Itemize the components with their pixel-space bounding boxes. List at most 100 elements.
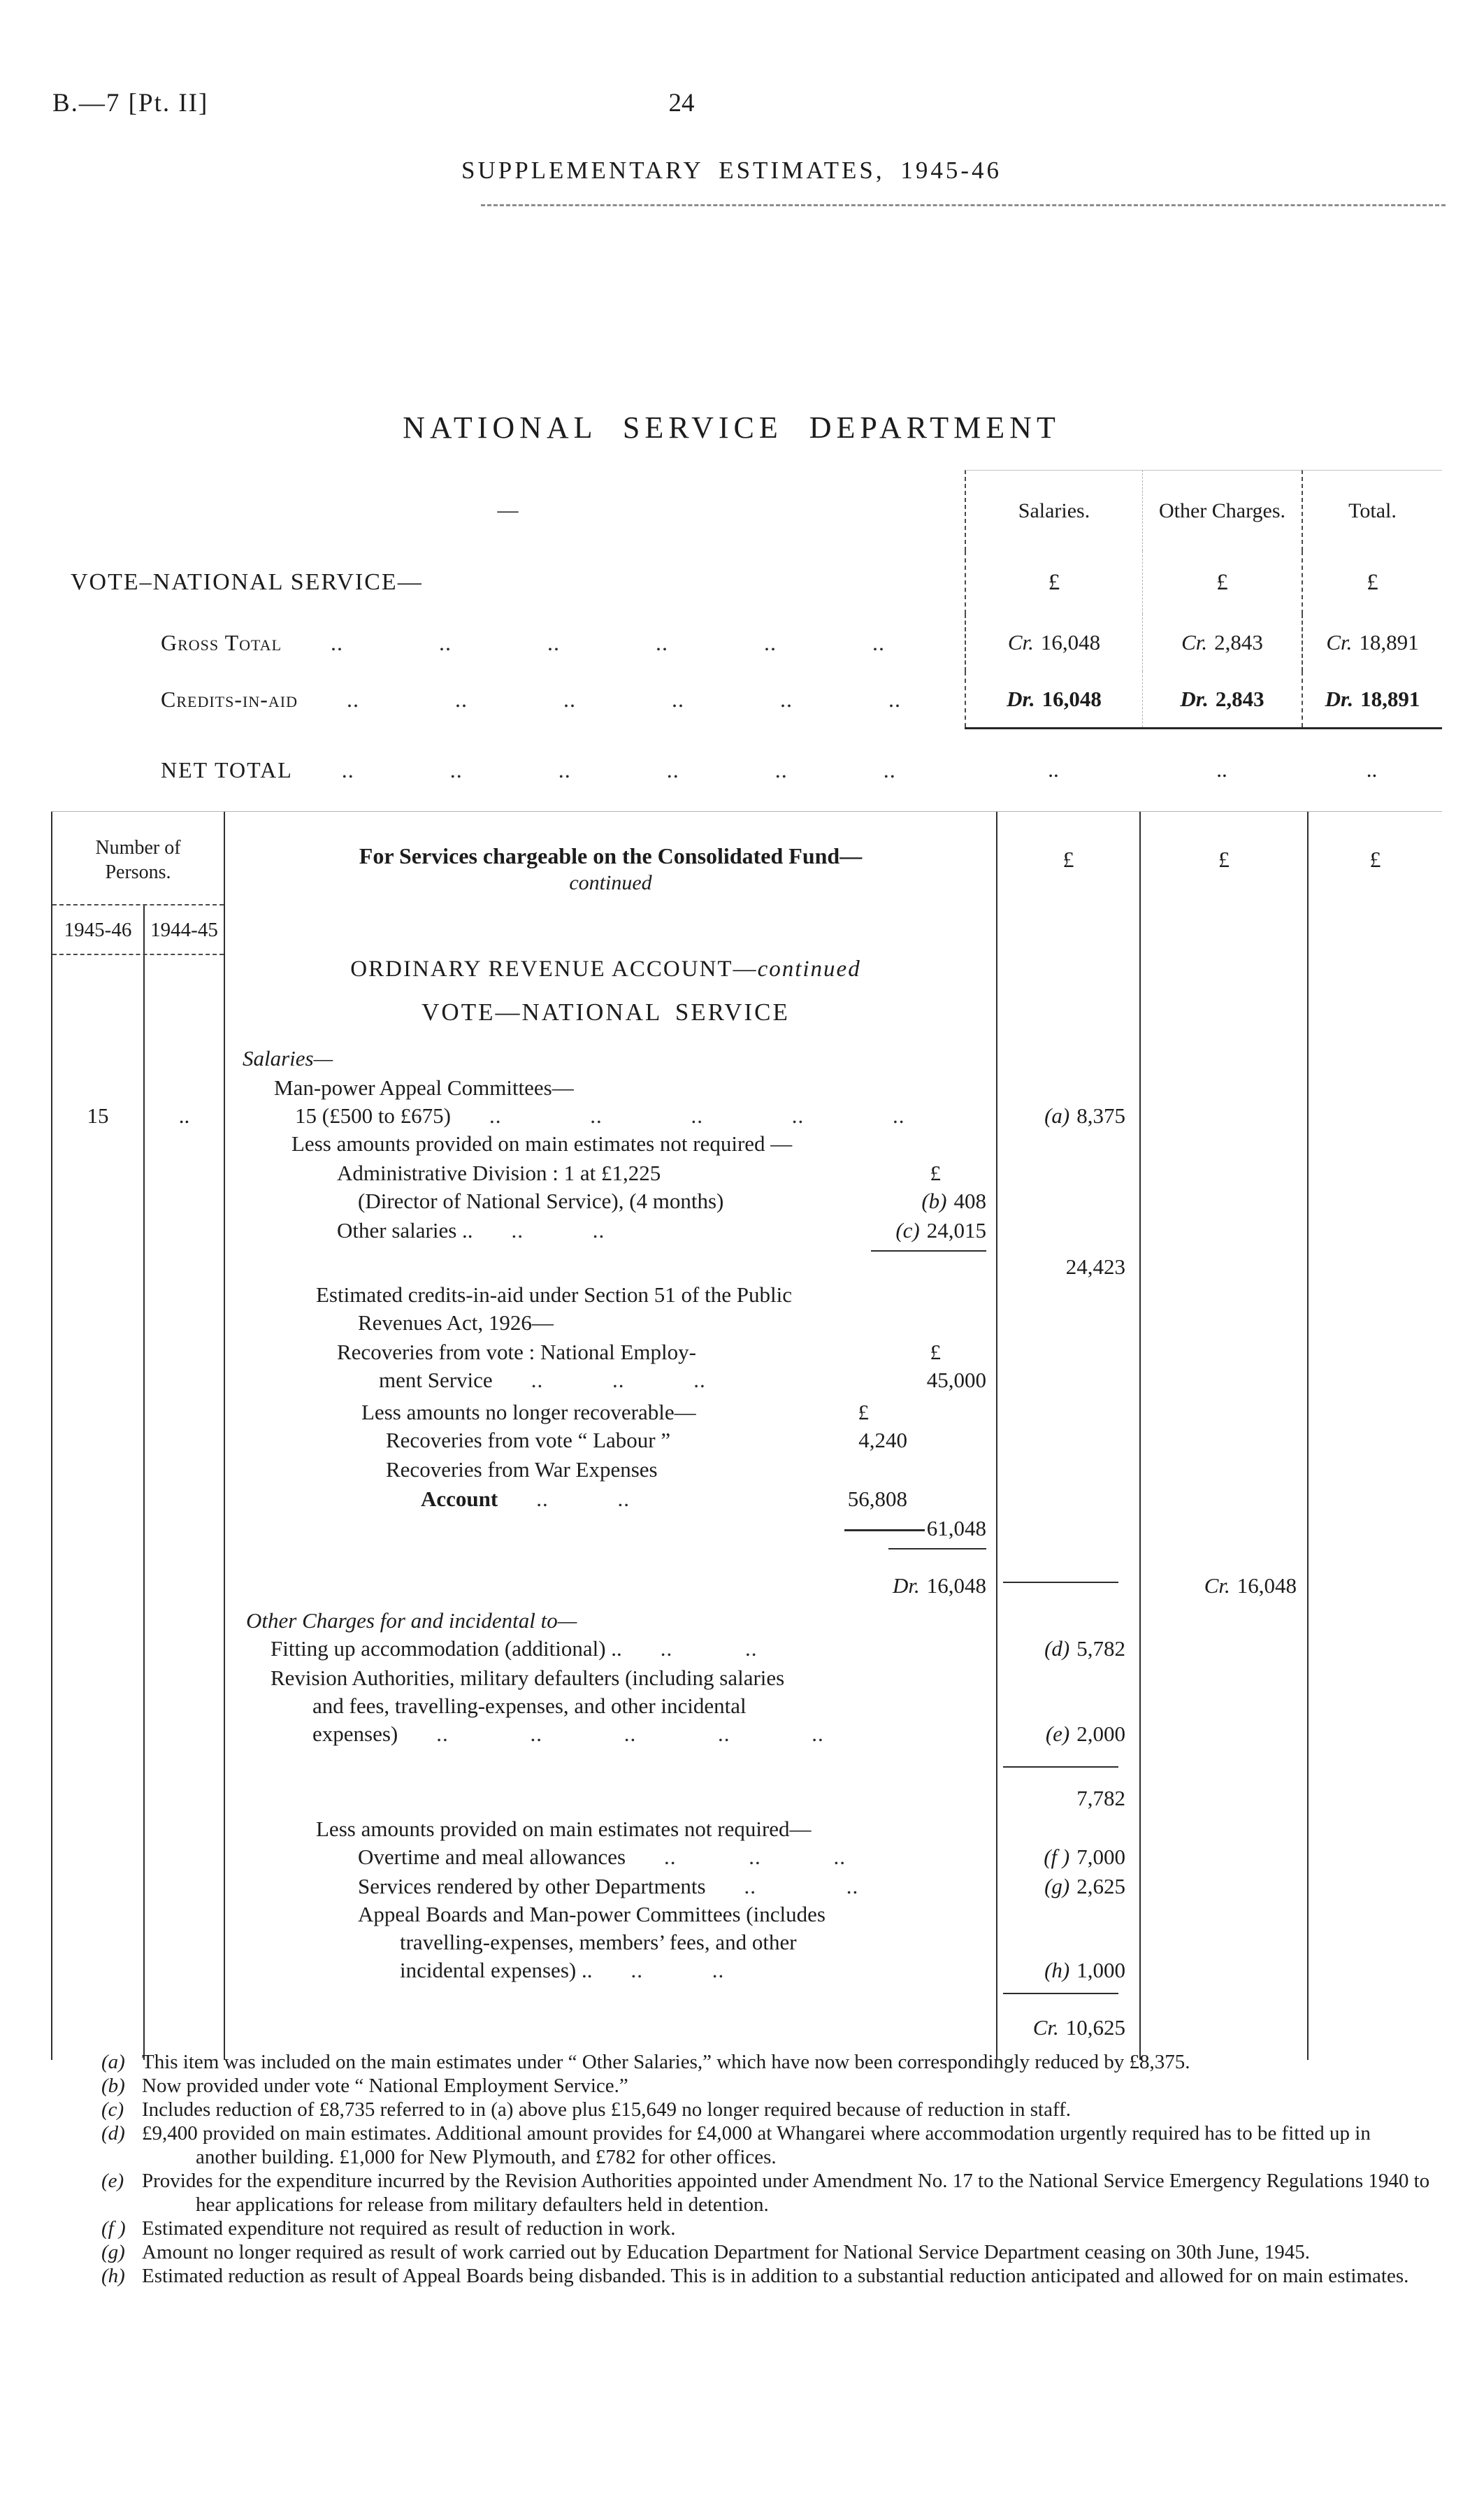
credits-in-aid-label: Credits-in-aid [161,687,298,712]
ref-g: (g) [1044,1874,1070,1898]
other-salaries-label: Other salaries .. [337,1218,473,1243]
other-subtotal-value: 7,782 [996,1780,1139,1812]
ref-a: (a) [1044,1103,1070,1128]
footnote-text: Now provided under vote “ National Emplo… [142,2075,628,2097]
document-reference: B.—7 [Pt. II] [52,89,209,117]
dot-leaders: .. .. .. [531,1368,706,1392]
war-expenses-label: Recoveries from War Expenses [386,1457,658,1482]
subtotal-rule [1003,1766,1118,1768]
gross-other-value: Cr. 2,843 [1142,614,1302,671]
currency-col2: £ [1139,812,1307,955]
appeal-line2: travelling-expenses, members’ fees, and … [400,1930,797,1954]
less-amounts-label: Less amounts provided on main estimates … [291,1131,793,1156]
persons-1945-value: 15 [51,1102,143,1130]
vote-national-service-heading: VOTE—NATIONAL SERVICE [421,998,790,1026]
services-chargeable-header: For Services chargeable on the Consolida… [359,843,863,868]
cr-prefix: Cr. [1326,630,1353,654]
salaries-subtotal-row: 24,423 [51,1246,1442,1281]
dr-cr-row: Dr. 16,048 Cr. 16,048 [51,1563,1442,1600]
footnote-text: Amount no longer required as result of w… [142,2241,1311,2263]
currency-col1: £ [996,812,1139,955]
title-rule [481,204,1446,206]
dr-prefix: Dr. [1325,687,1354,711]
footnote-text: This item was included on the main estim… [142,2051,1190,2073]
dr-prefix: Dr. [892,1573,920,1598]
ref-h: (h) [1044,1958,1070,1982]
total-rule [1003,1993,1118,1994]
net-salaries-value: .. [1048,757,1059,782]
col1-rule-row [51,1748,1442,1780]
revision-row-2: and fees, travelling-expenses, and other… [51,1692,1442,1720]
amount: 45,000 [926,1368,986,1392]
dot-leaders: .. .. [744,1874,859,1898]
services-header-continued: continued [569,871,652,894]
dr-prefix: Dr. [1007,687,1035,711]
persons-1944-value: .. [143,1102,224,1130]
footnote-f: (f ) Estimated expenditure not required a… [101,2217,1433,2240]
page-number: 24 [668,89,695,117]
revision-row-3: expenses) .. .. .. .. .. (e) 2,000 [51,1720,1442,1748]
net-other-value: .. [1216,757,1227,782]
less-amounts-row-2: Less amounts provided on main estimates … [51,1812,1442,1843]
footnote-g: (g) Amount no longer required as result o… [101,2240,1433,2264]
dot-leaders: .. .. .. .. .. .. [341,757,896,782]
currency-total: £ [1302,551,1442,614]
cr-prefix: Cr. [1007,630,1034,654]
less-amounts-label-2: Less amounts provided on main estimates … [316,1817,812,1841]
ref-e: (e) [1045,1721,1070,1746]
revision-row-1: Revision Authorities, military defaulter… [51,1664,1442,1692]
less-recoverable-label: Less amounts no longer recoverable— [361,1400,696,1424]
appeal-row-3: incidental expenses) .. .. .. (h) 1,000 [51,1956,1442,1984]
year-1945-46: 1945-46 [52,905,145,954]
credits-total-value: Dr. 18,891 [1302,671,1442,727]
amount: 2,843 [1214,630,1263,654]
credits-salaries-value: Dr. 16,048 [965,671,1142,727]
inner-currency: £ [930,1340,942,1364]
dot-leaders: .. .. [511,1218,605,1243]
amount: 7,000 [1076,1845,1125,1869]
cr-prefix: Cr. [1204,1573,1230,1598]
footnote-e: (e) Provides for the expenditure incurred… [101,2169,1433,2217]
appeal-line1: Appeal Boards and Man-power Committees (… [358,1902,826,1926]
running-title: SUPPLEMENTARY ESTIMATES, 1945-46 [461,157,1002,184]
detail-table: Number of Persons. 1945-46 1944-45 For S… [51,811,1442,2060]
footnote-text: Provides for the expenditure incurred by… [142,2170,1430,2216]
revision-line3: expenses) [312,1721,398,1746]
currency-col3: £ [1307,812,1442,955]
summary-col-header-salaries: Salaries. [965,470,1142,551]
ref-b: (b) [921,1189,947,1213]
amount: 16,048 [926,1573,986,1598]
gross-salaries-value: Cr. 16,048 [965,614,1142,671]
amount: 56,808 [847,1487,907,1511]
less-amounts-row: Less amounts provided on main estimates … [51,1130,1442,1158]
dr-prefix: Dr. [1180,687,1209,711]
war-account-row: Account .. .. 56,808 [51,1485,1442,1515]
summary-table: — Salaries. Other Charges. Total. VOTE–N… [51,470,1442,799]
other-charges-heading: Other Charges for and incidental to— [246,1608,577,1633]
manpower-heading-row: Man-power Appeal Committees— [51,1074,1442,1102]
footnote-label: (b) [101,2075,125,2097]
amount: 2,625 [1076,1874,1125,1898]
dot-leaders: .. .. [660,1636,758,1661]
footnote-b: (b) Now provided under vote “ National Em… [101,2074,1433,2098]
credits-other-value: Dr. 2,843 [1142,671,1302,727]
currency-other-charges: £ [1142,551,1302,614]
account-label: Account [421,1487,498,1511]
labour-recoveries-row: Recoveries from vote “ Labour ” 4,240 [51,1426,1442,1456]
amount: 2,000 [1076,1721,1125,1746]
amount: 18,891 [1359,630,1419,654]
page-header: B.—7 [Pt. II] 24 [52,90,1311,124]
summary-rule-row [51,727,1442,729]
footnote-label: (d) [101,2122,125,2145]
summary-header-row: — Salaries. Other Charges. Total. [51,470,1442,551]
ref-d: (d) [1044,1636,1070,1661]
vote-heading-row: VOTE—NATIONAL SERVICE [51,983,1442,1032]
footnote-text: £9,400 provided on main estimates. Addit… [142,2122,1371,2168]
amount: 16,048 [1040,630,1101,654]
ref-f: (f ) [1044,1845,1070,1869]
other-salaries-row: Other salaries .. .. .. (c) 24,015 [51,1217,1442,1246]
appeal-line3: incidental expenses) .. [400,1958,593,1982]
appeal-row-1: Appeal Boards and Man-power Committees (… [51,1900,1442,1928]
dot-leaders: .. .. .. .. .. .. [331,630,886,655]
cr-total-row: Cr. 10,625 [51,2008,1442,2043]
